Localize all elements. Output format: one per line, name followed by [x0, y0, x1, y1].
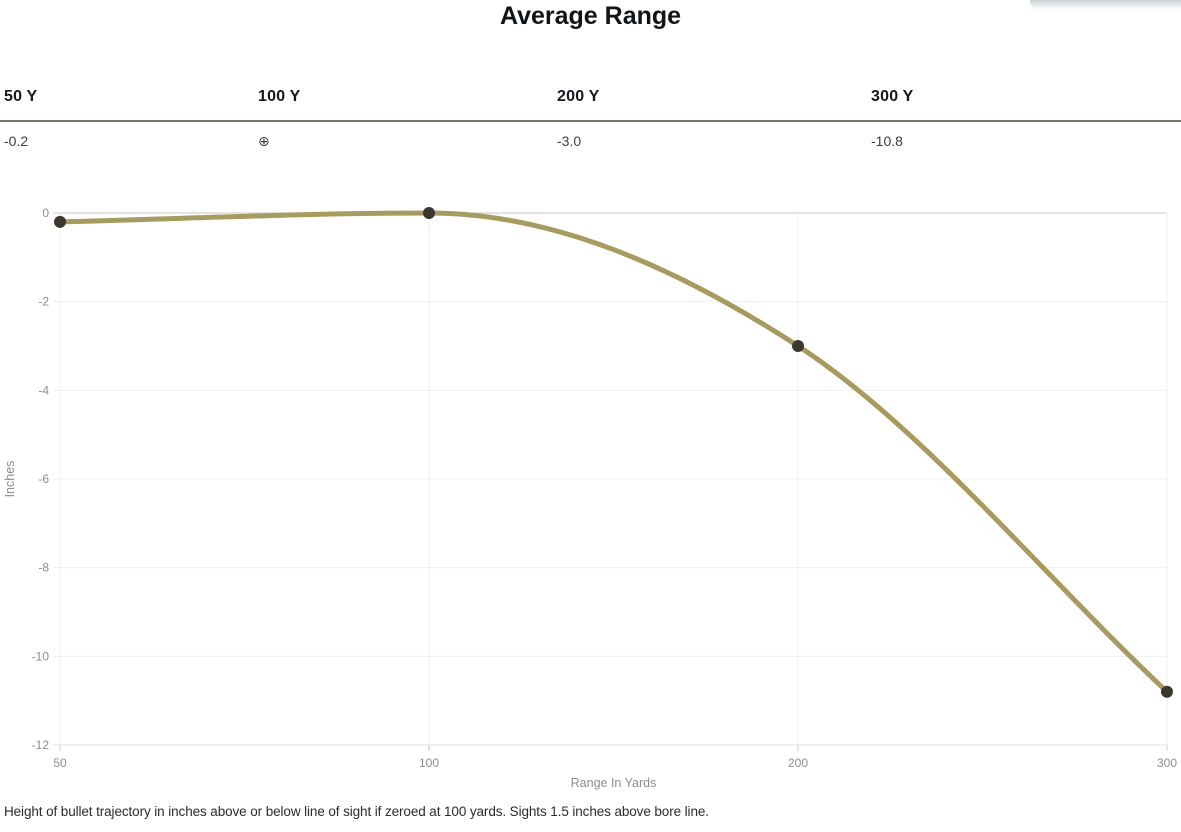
y-tick-label: 0	[42, 206, 49, 220]
data-point-marker[interactable]	[54, 215, 66, 228]
cropped-ui-shadow	[1030, 0, 1181, 11]
x-tick-label: 50	[53, 756, 67, 770]
trajectory-line	[57, 210, 1170, 695]
x-axis-title: Range In Yards	[571, 776, 657, 790]
trajectory-chart: 0 -2 -4 -6 -8 -10 -12 50 100 200 300 Range In Yards…	[0, 195, 1181, 800]
summary-range-label: 300 Y	[871, 88, 914, 105]
y-tick-label: -10	[32, 649, 50, 663]
x-tick-label: 300	[1157, 756, 1177, 770]
summary-range-label: 50 Y	[4, 88, 38, 105]
y-tick-label: -4	[38, 383, 49, 397]
y-tick-label: -12	[32, 738, 50, 752]
summary-drop-value: -10.8	[871, 133, 903, 149]
chart-caption: Height of bullet trajectory in inches ab…	[4, 804, 709, 819]
x-tick-label: 200	[788, 756, 808, 770]
summary-range-label: 200 Y	[557, 88, 600, 105]
data-point-marker[interactable]	[423, 207, 435, 219]
page-title: Average Range	[499, 2, 682, 30]
y-axis-title: Inches	[3, 461, 17, 498]
data-point-marker[interactable]	[1161, 685, 1173, 698]
range-summary-table: 50 Y -0.2 100 Y ⊕ 200 Y -3.0 300 Y -10.8	[0, 88, 1181, 158]
summary-col-100y: 100 Y ⊕	[258, 88, 301, 150]
y-tick-label: -8	[38, 561, 49, 575]
summary-col-200y: 200 Y -3.0	[557, 88, 600, 149]
zero-crosshair-symbol: ⊕	[258, 133, 270, 149]
summary-col-300y: 300 Y -10.8	[871, 88, 914, 149]
summary-range-label: 100 Y	[258, 88, 301, 105]
data-point-marker[interactable]	[792, 340, 804, 352]
x-tick-label: 100	[419, 756, 439, 770]
summary-divider-line	[0, 120, 1181, 122]
y-tick-label: -6	[38, 472, 49, 486]
y-tick-label: -2	[38, 295, 49, 309]
summary-col-50y: 50 Y -0.2	[4, 88, 37, 149]
summary-drop-value: -0.2	[4, 133, 29, 149]
summary-drop-value: -3.0	[557, 133, 582, 149]
